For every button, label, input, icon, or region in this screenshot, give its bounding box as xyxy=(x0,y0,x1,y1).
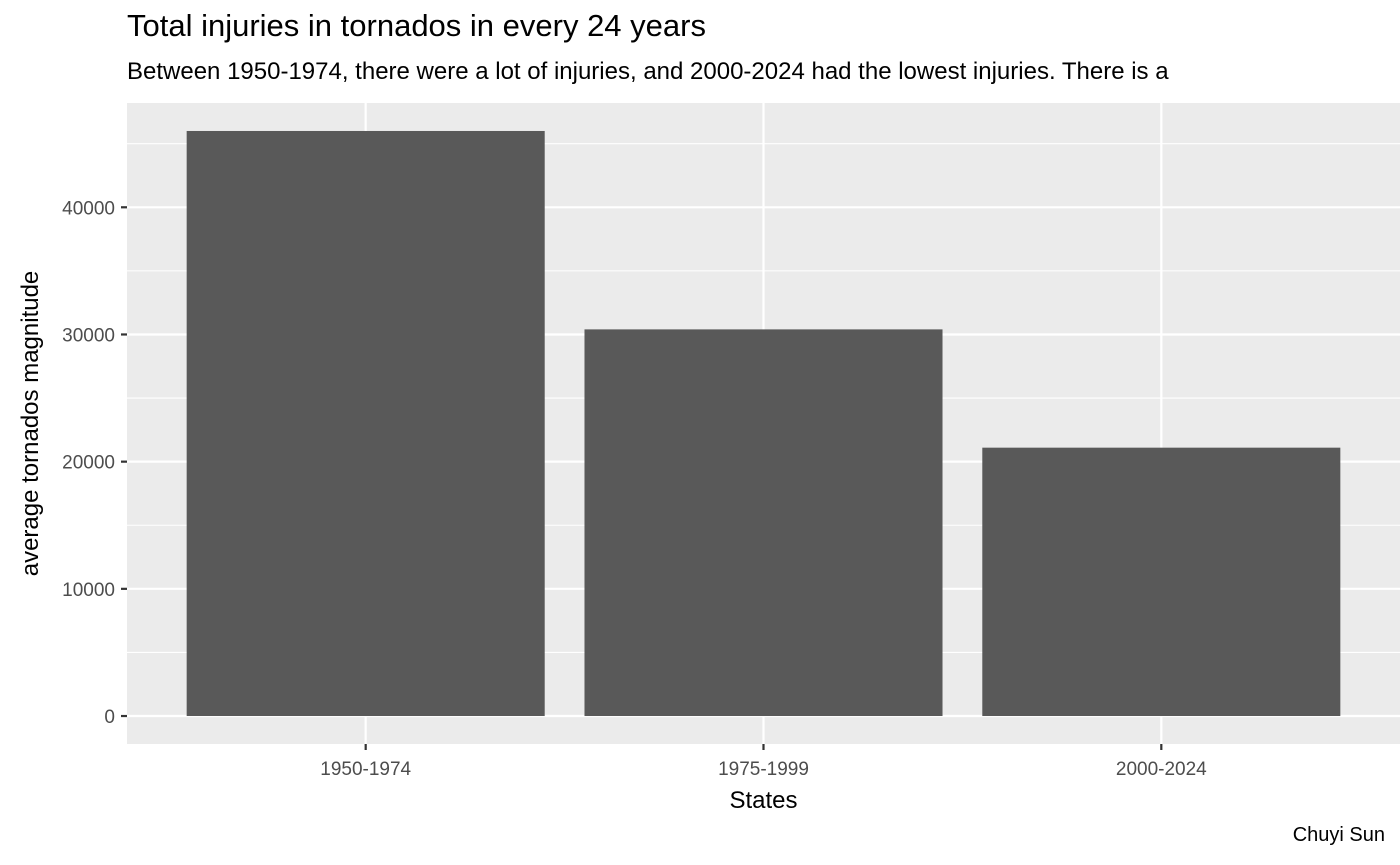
x-axis: 1950-1974 1975-1999 2000-2024 xyxy=(320,744,1207,780)
y-tick-label: 30000 xyxy=(62,325,115,346)
x-axis-title: States xyxy=(729,787,797,814)
chart-caption: Chuyi Sun xyxy=(1293,824,1385,847)
bar-2000-2024 xyxy=(982,448,1340,716)
bar-1950-1974 xyxy=(187,131,545,716)
y-tick-label: 20000 xyxy=(62,453,115,474)
y-tick-label: 40000 xyxy=(62,198,115,219)
x-tick-label: 1950-1974 xyxy=(320,759,411,780)
y-tick-label: 0 xyxy=(104,707,115,728)
x-tick-label: 2000-2024 xyxy=(1116,759,1207,780)
y-tick-label: 10000 xyxy=(62,580,115,601)
y-axis: 0 10000 20000 30000 40000 xyxy=(62,198,127,728)
x-tick-label: 1975-1999 xyxy=(718,759,809,780)
bar-1975-1999 xyxy=(584,329,942,716)
y-axis-title: average tornados magnitude xyxy=(17,271,44,577)
